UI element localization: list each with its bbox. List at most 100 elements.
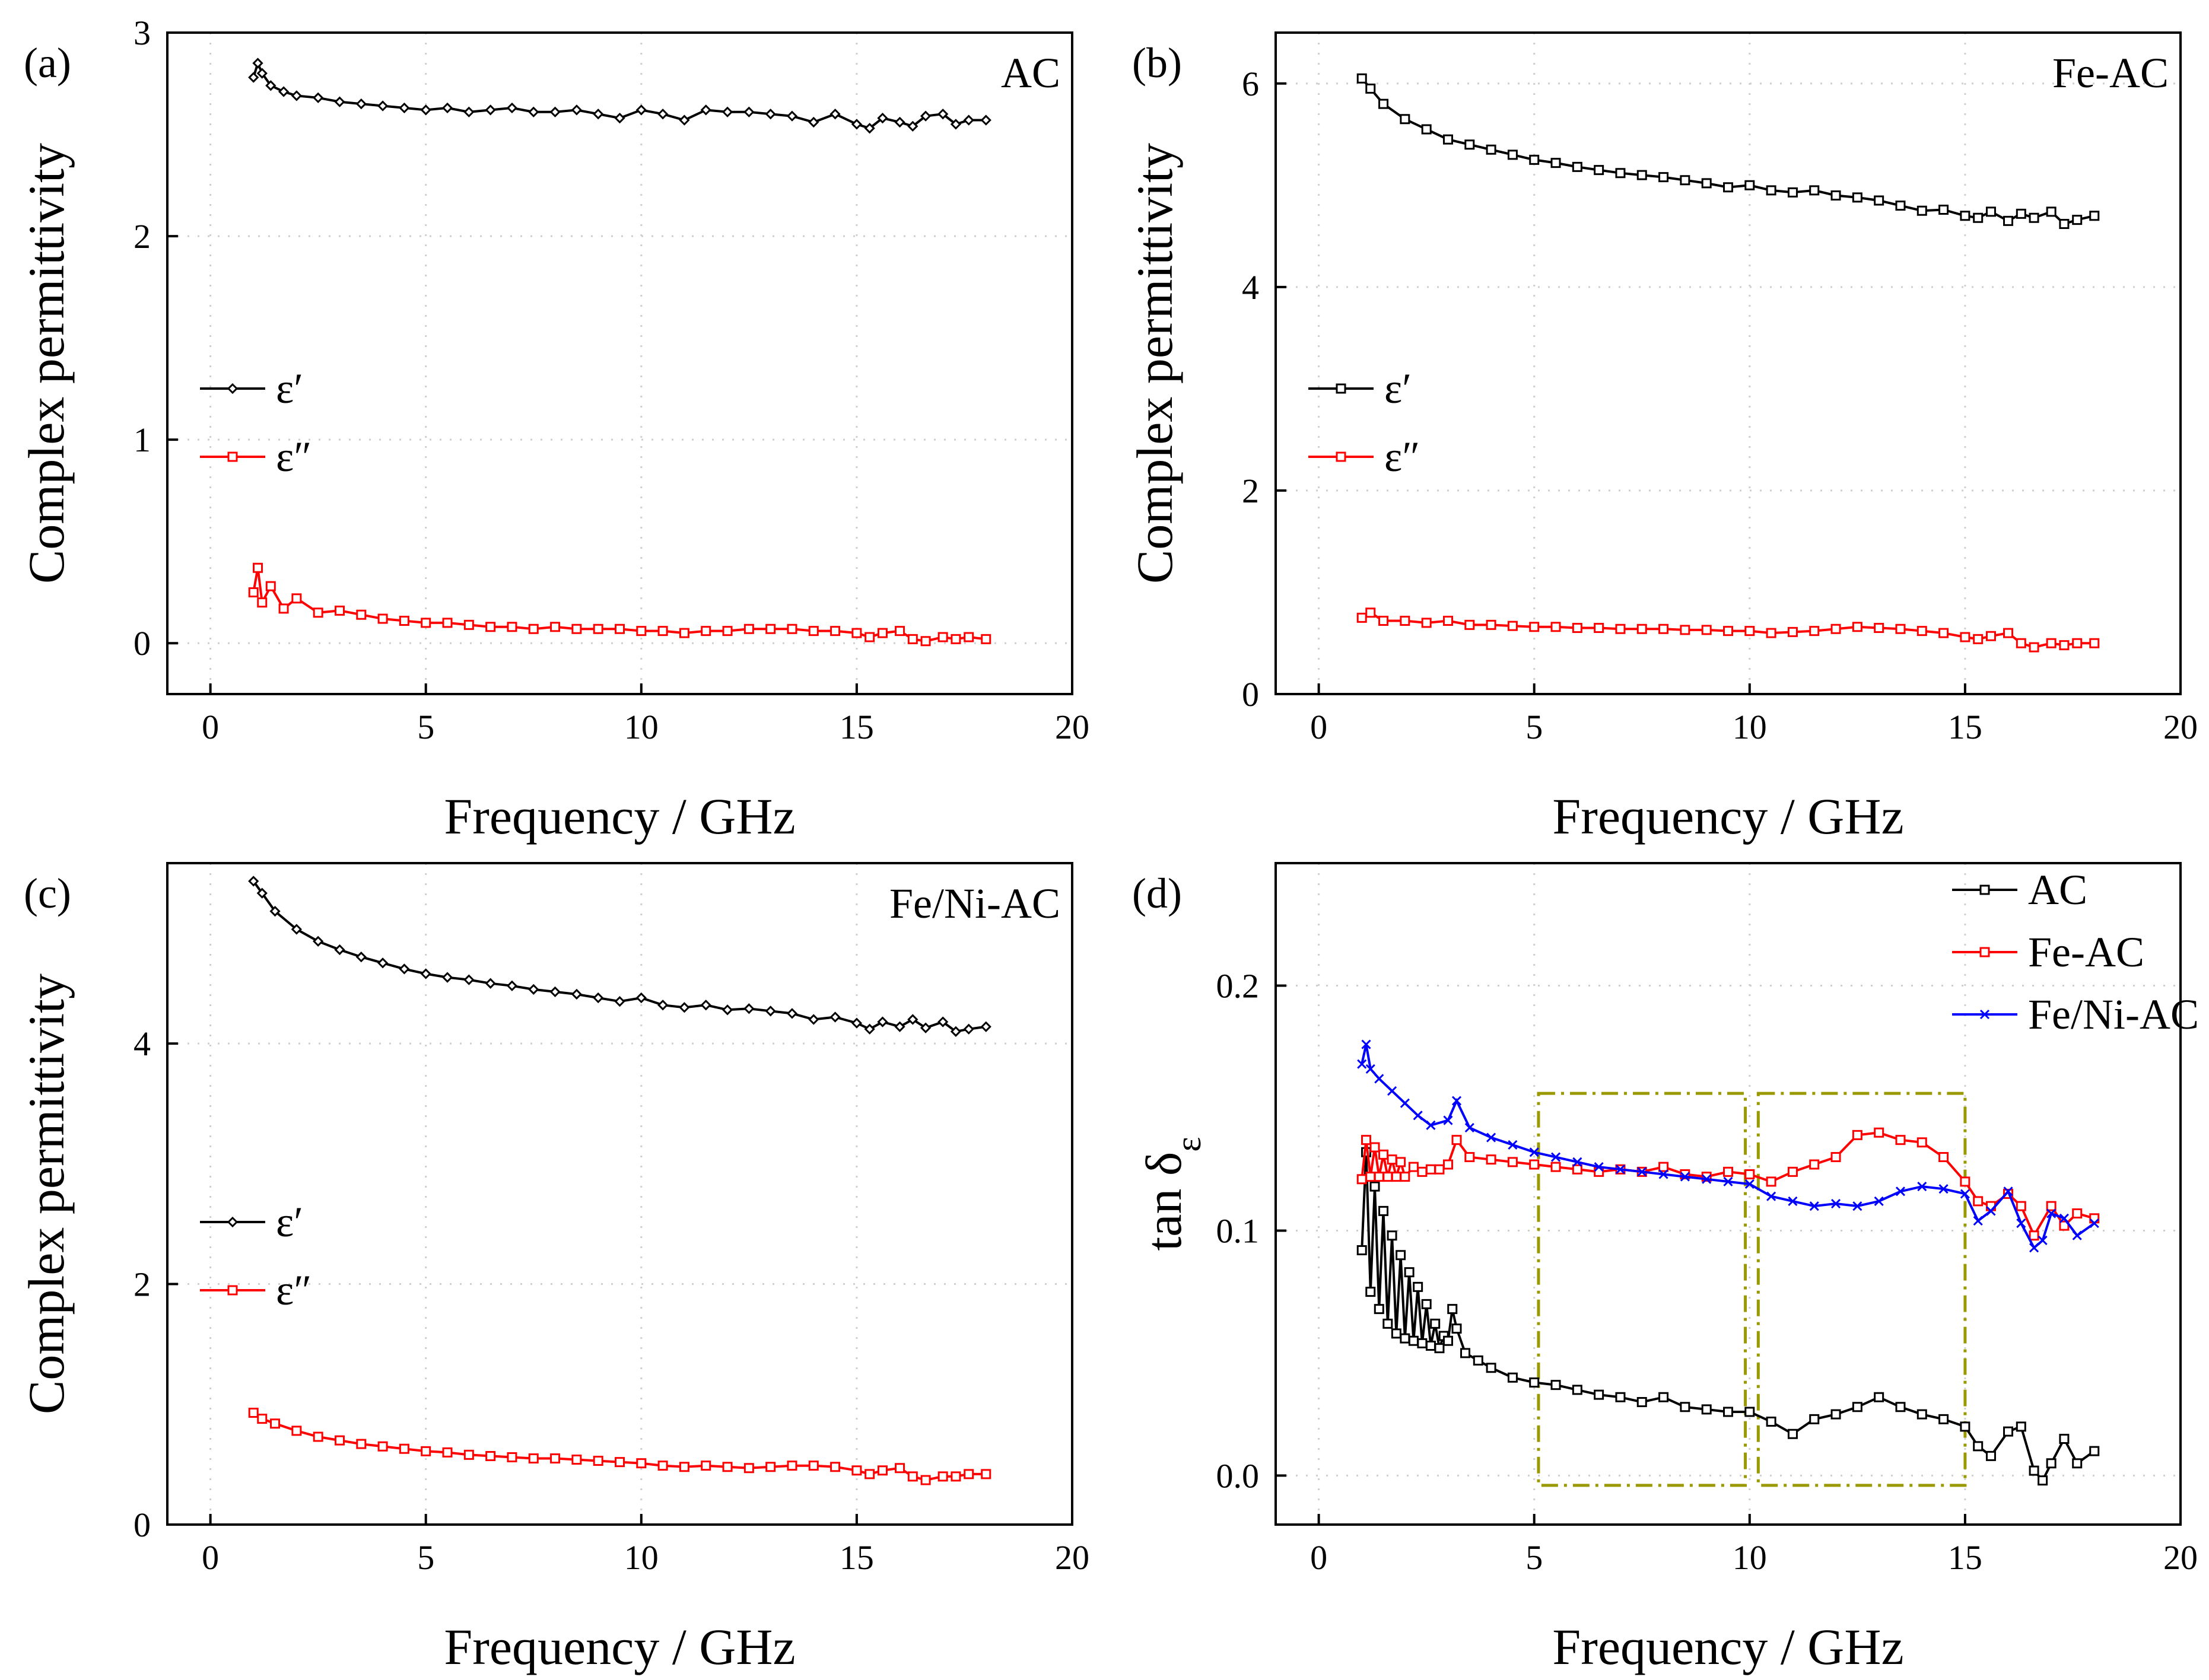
legend-entry: ε′ [1308, 365, 1412, 412]
x-tick-label: 0 [202, 1538, 219, 1577]
data-point [743, 1003, 755, 1014]
data-point [1895, 1402, 1906, 1412]
data-point [1378, 615, 1389, 626]
data-point [1550, 158, 1561, 168]
data-point [399, 615, 409, 626]
data-point [1378, 1149, 1389, 1160]
data-point [700, 104, 711, 116]
data-point [463, 619, 474, 630]
legend-marker [227, 1216, 239, 1228]
data-point [1382, 1172, 1393, 1182]
data-point [291, 593, 302, 604]
data-point [1701, 1404, 1712, 1415]
data-point [1550, 1152, 1561, 1162]
legend-marker [1979, 1009, 1990, 1020]
data-point [334, 605, 345, 616]
data-point [1744, 1179, 1755, 1189]
data-point [743, 1463, 754, 1474]
data-point [1378, 1205, 1389, 1216]
x-tick-label: 10 [1733, 708, 1767, 746]
data-point [864, 632, 875, 642]
data-point [907, 1471, 918, 1482]
legend-label: ε″ [1384, 433, 1420, 481]
data-point [252, 58, 263, 69]
data-point [1529, 1147, 1539, 1157]
data-point [1507, 1372, 1518, 1383]
data-point [829, 1011, 841, 1023]
data-point [2046, 638, 2057, 648]
data-point [722, 626, 733, 637]
data-point [808, 626, 819, 637]
data-point [920, 1022, 932, 1033]
series-ac [1356, 1147, 2100, 1486]
data-point [1744, 180, 1755, 190]
data-point [1507, 1157, 1518, 1167]
data-point [2016, 638, 2026, 648]
data-point [894, 116, 905, 128]
x-tick-label: 20 [1055, 708, 1089, 746]
data-point [1702, 1174, 1712, 1184]
data-point [1356, 1245, 1367, 1255]
data-point [851, 119, 863, 130]
data-point [895, 626, 905, 637]
data-point [964, 632, 974, 642]
data-point [1434, 1164, 1445, 1175]
data-point [721, 106, 733, 117]
data-point [1486, 144, 1496, 155]
data-point [265, 80, 276, 91]
data-point [1658, 1169, 1668, 1179]
y-tick-label: 2 [134, 1265, 151, 1304]
plot-frame [1274, 862, 2182, 1526]
data-point [1387, 1230, 1397, 1241]
data-point [2059, 640, 2070, 651]
data-point [248, 1407, 259, 1418]
data-point [787, 623, 797, 634]
data-point [1369, 1181, 1380, 1192]
data-point [1442, 134, 1453, 145]
data-point [615, 623, 625, 634]
data-point [920, 110, 932, 122]
data-point [248, 587, 259, 597]
data-point [1486, 619, 1496, 630]
data-point [2038, 1475, 2048, 1486]
data-point [1442, 1159, 1453, 1170]
y-tick-label: 4 [134, 1024, 151, 1063]
data-point [614, 996, 625, 1007]
plot-frame [1274, 31, 2182, 695]
x-tick-label: 20 [2163, 1538, 2198, 1577]
legend-entry: ε″ [200, 433, 312, 481]
data-point [1787, 1166, 1798, 1177]
data-point [2016, 1218, 2026, 1229]
x-tick-label: 5 [1525, 1538, 1543, 1577]
x-tick-label: 15 [840, 708, 874, 746]
data-point [1788, 1196, 1798, 1206]
data-point [1766, 628, 1776, 638]
data-point [1464, 1122, 1474, 1133]
data-point [657, 626, 668, 637]
data-point [1594, 165, 1604, 176]
data-point [2046, 1201, 2057, 1211]
data-point [1426, 1120, 1436, 1130]
data-point [1787, 187, 1798, 198]
data-point [1356, 612, 1367, 623]
data-point [1430, 1318, 1441, 1329]
data-point [1615, 1392, 1626, 1402]
data-point [1916, 626, 1927, 637]
data-point [2038, 1235, 2048, 1246]
series-line [1361, 1131, 2095, 1239]
data-point [1830, 190, 1841, 201]
data-point [355, 98, 367, 110]
x-tick-label: 15 [840, 1538, 874, 1577]
data-point [1723, 1166, 1733, 1177]
data-point [1852, 1201, 1862, 1211]
data-point [1916, 205, 1927, 216]
data-point [1615, 168, 1626, 179]
data-point [1417, 1166, 1428, 1177]
data-point [877, 112, 888, 124]
x-tick-label: 0 [1310, 708, 1327, 746]
data-point [1529, 154, 1540, 165]
data-point [2016, 1421, 2026, 1432]
data-point [377, 1441, 388, 1452]
data-point [313, 607, 323, 618]
data-point [463, 974, 475, 985]
